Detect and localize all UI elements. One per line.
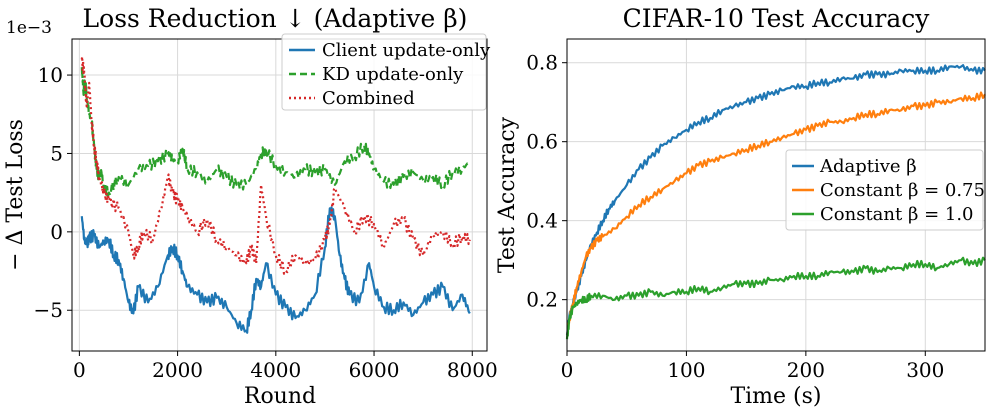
y-axis-label: Test Accuracy bbox=[495, 116, 520, 273]
chart-title: Loss Reduction ↓ (Adaptive β) bbox=[83, 4, 468, 33]
x-tick-label: 0 bbox=[73, 358, 86, 382]
x-axis-label: Round bbox=[244, 384, 316, 409]
legend-entry-const-10: Constant β = 1.0 bbox=[820, 204, 974, 225]
legend-entry-combined: Combined bbox=[322, 88, 415, 109]
y-tick-label: 0.4 bbox=[526, 209, 558, 233]
x-tick-label: 6000 bbox=[349, 358, 400, 382]
y-tick-label: −5 bbox=[34, 298, 63, 322]
legend-entry-adaptive: Adaptive β bbox=[819, 156, 917, 177]
figure: Loss Reduction ↓ (Adaptive β) 1e−3 0 2000… bbox=[0, 0, 987, 414]
x-tick-label: 200 bbox=[787, 358, 825, 382]
loss-reduction-panel: Loss Reduction ↓ (Adaptive β) 1e−3 0 2000… bbox=[3, 4, 498, 409]
y-offset-label: 1e−3 bbox=[6, 18, 52, 38]
legend-entry-const-075: Constant β = 0.75 bbox=[820, 180, 985, 201]
x-tick-label: 4000 bbox=[250, 358, 301, 382]
x-tick-label: 8000 bbox=[447, 358, 498, 382]
legend-entry-kd: KD update-only bbox=[322, 64, 464, 85]
x-axis-label: Time (s) bbox=[730, 384, 821, 409]
x-tick-label: 300 bbox=[906, 358, 944, 382]
y-tick-labels: 0.2 0.4 0.6 0.8 bbox=[526, 51, 567, 312]
y-tick-label: 0.6 bbox=[526, 130, 558, 154]
y-tick-label: 10 bbox=[38, 63, 63, 87]
x-tick-labels: 0 100 200 300 bbox=[561, 351, 945, 382]
x-tick-labels: 0 2000 4000 6000 8000 bbox=[73, 351, 498, 382]
x-tick-label: 100 bbox=[667, 358, 705, 382]
y-tick-label: 0.8 bbox=[526, 51, 558, 75]
legend: Adaptive β Constant β = 0.75 Constant β … bbox=[786, 150, 985, 230]
legend-entry-client: Client update-only bbox=[322, 40, 491, 61]
y-tick-labels: −5 0 5 10 bbox=[34, 63, 72, 322]
legend: Client update-only KD update-only Combin… bbox=[282, 34, 491, 110]
y-axis-label: − Δ Test Loss bbox=[3, 119, 28, 271]
test-accuracy-panel: CIFAR-10 Test Accuracy 0 100 200 300 0.2 0.4… bbox=[495, 4, 985, 409]
chart-title: CIFAR-10 Test Accuracy bbox=[623, 4, 931, 33]
x-tick-label: 0 bbox=[561, 358, 574, 382]
series-line-constant-1-0 bbox=[567, 258, 985, 340]
x-tick-label: 2000 bbox=[152, 358, 203, 382]
y-tick-label: 0 bbox=[50, 220, 63, 244]
y-tick-label: 0.2 bbox=[526, 288, 558, 312]
y-tick-label: 5 bbox=[50, 141, 63, 165]
